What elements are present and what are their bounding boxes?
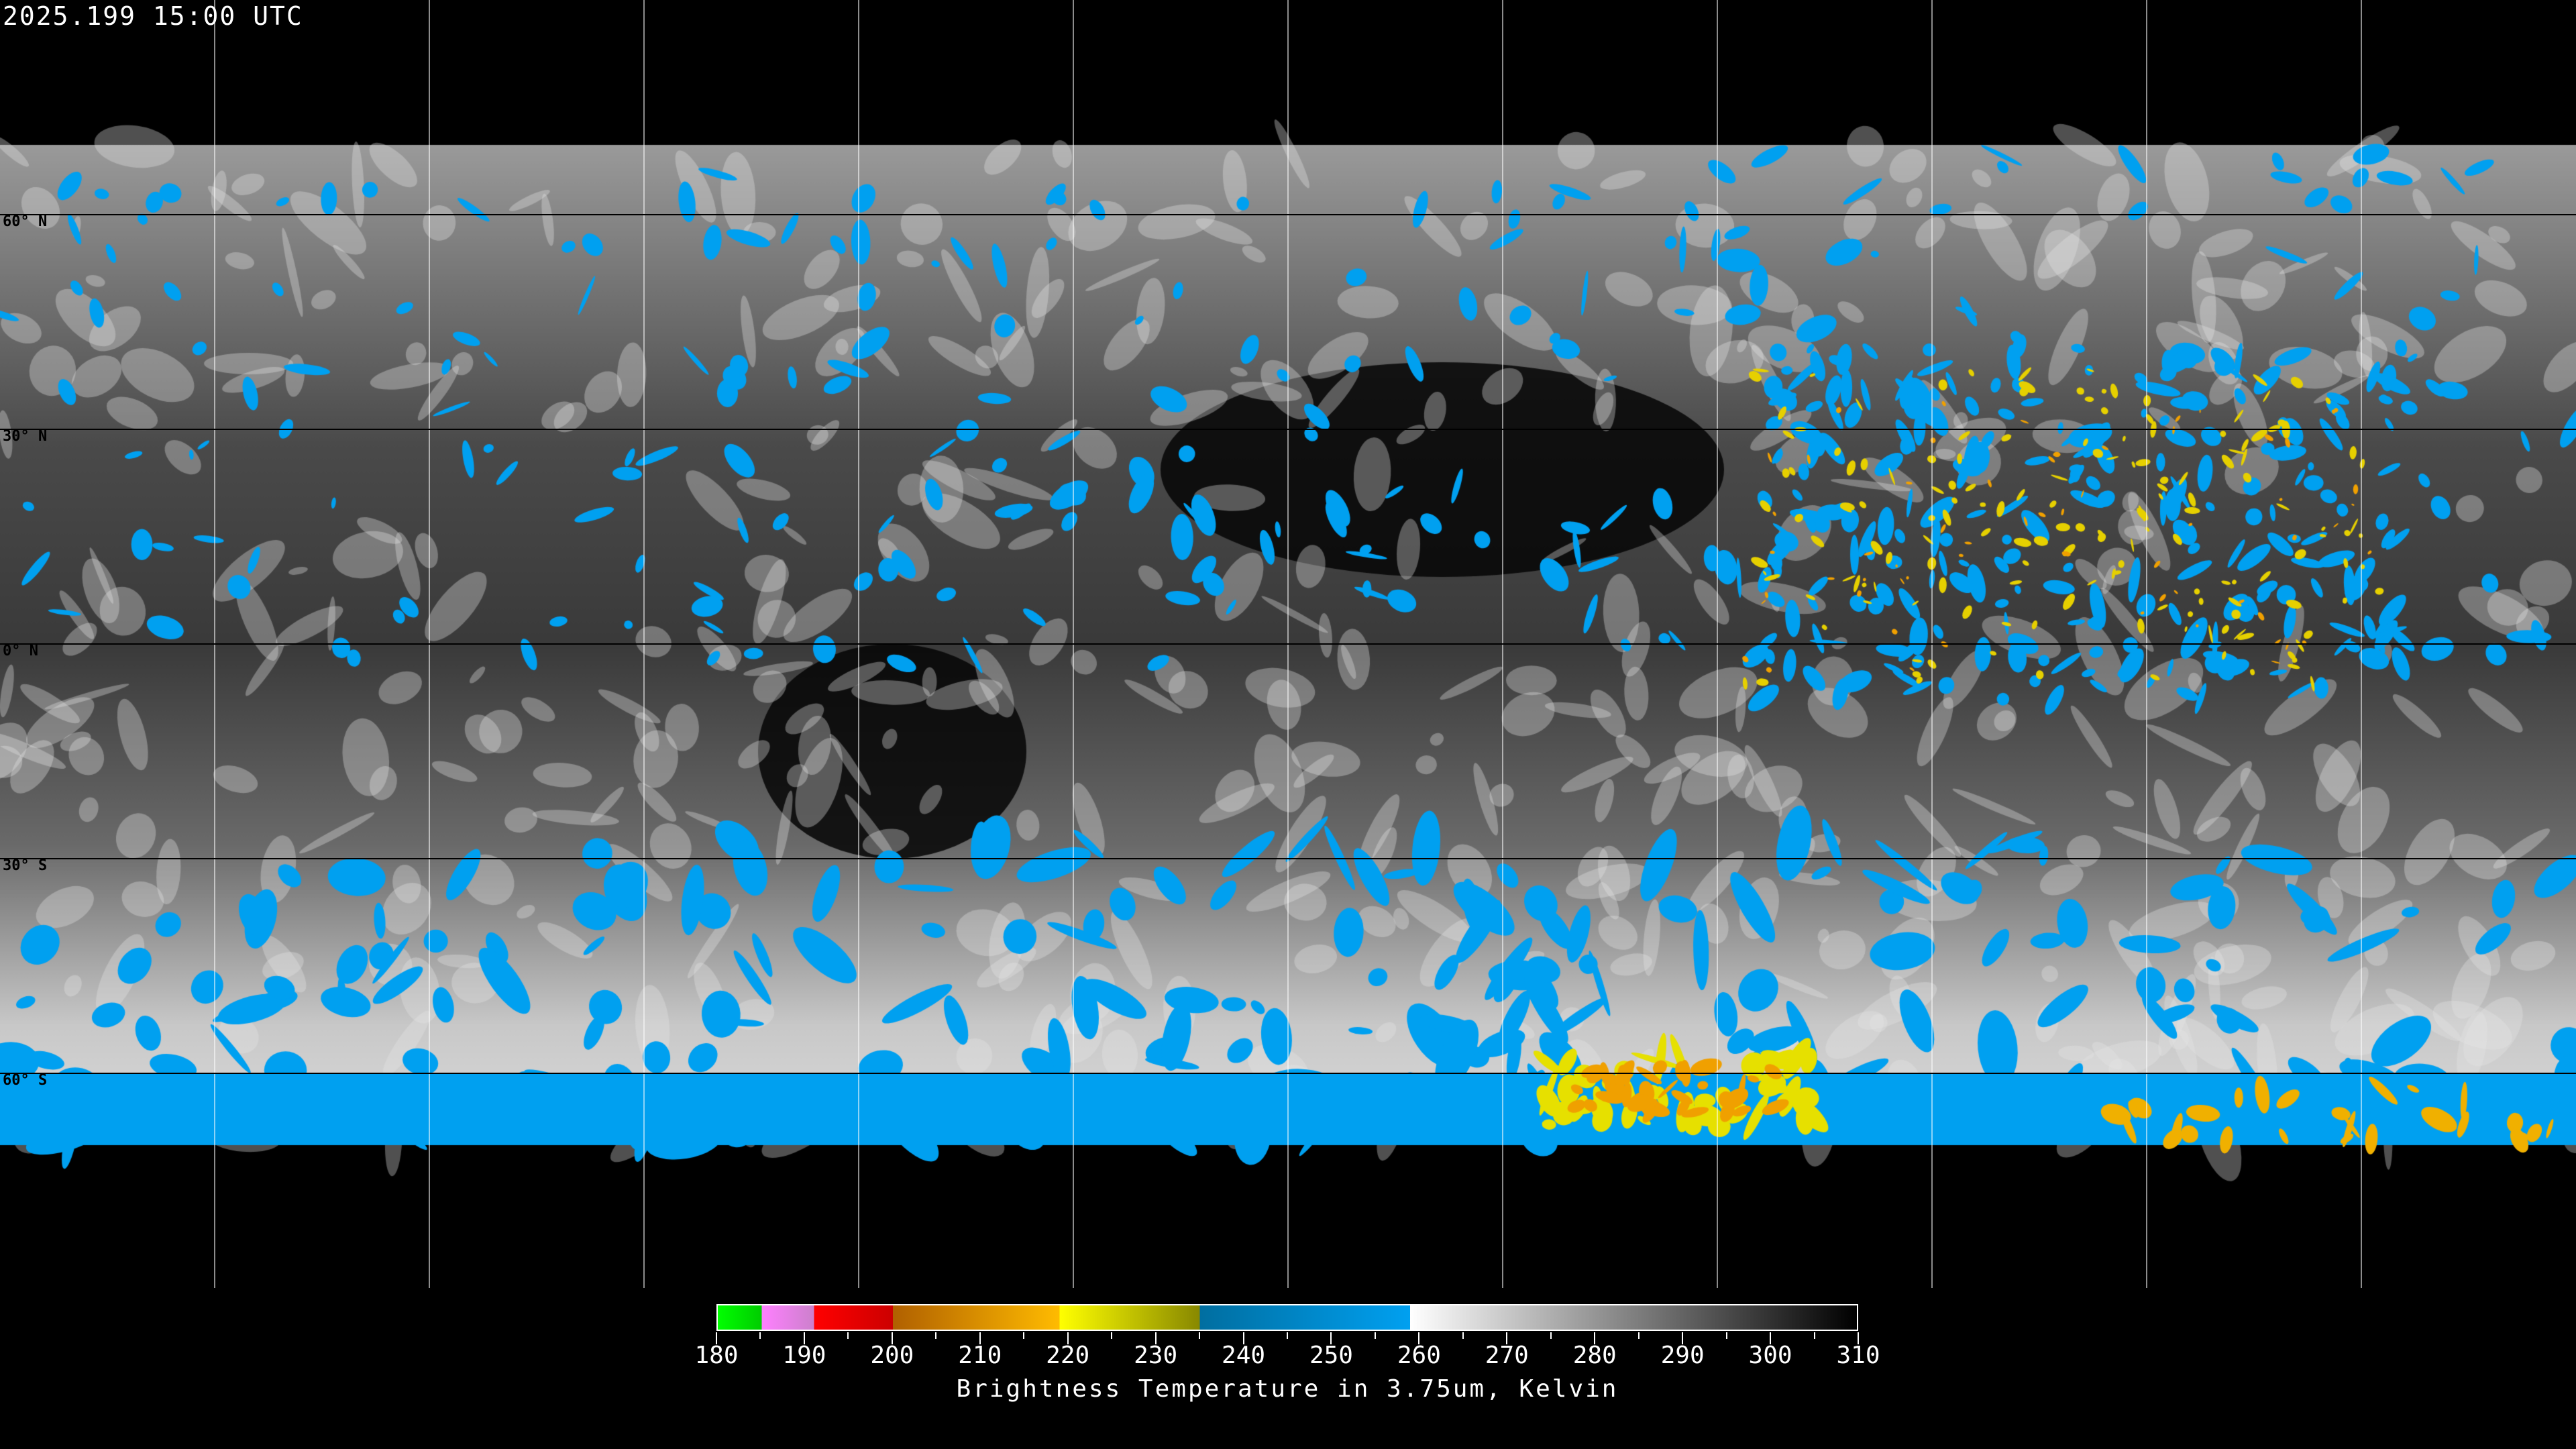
world-map: 60° N 30° N 0° N 30° S 60° S (0, 0, 2576, 1288)
colorbar-tick (1023, 1332, 1025, 1339)
lat-label-30s: 30° S (3, 857, 48, 874)
colorbar-tick-label: 230 (1134, 1342, 1178, 1369)
lat-label-60s: 60° S (3, 1072, 48, 1089)
lat-label-60n: 60° N (3, 213, 48, 230)
colorbar-tick-label: 250 (1309, 1342, 1353, 1369)
colorbar-tick-label: 220 (1046, 1342, 1090, 1369)
colorbar-tick (1242, 1332, 1244, 1344)
colorbar-tick (803, 1332, 805, 1344)
colorbar-tick (1506, 1332, 1508, 1344)
colorbar-tick (1067, 1332, 1069, 1344)
colorbar-tick-label: 280 (1572, 1342, 1617, 1369)
colorbar-tick-label: 300 (1748, 1342, 1792, 1369)
colorbar-tick (1418, 1332, 1420, 1344)
colorbar-tick-label: 240 (1222, 1342, 1266, 1369)
colorbar-tick (1462, 1332, 1464, 1339)
timestamp: 2025.199 15:00 UTC (3, 1, 303, 31)
colorbar-tick-label: 310 (1836, 1342, 1880, 1369)
lat-lon-grid (214, 0, 2362, 1288)
colorbar-tick-label: 180 (694, 1342, 739, 1369)
colorbar-tick (1594, 1332, 1596, 1344)
colorbar-tick (759, 1332, 761, 1339)
colorbar-tick (1199, 1332, 1201, 1339)
colorbar-tick (1813, 1332, 1815, 1339)
colorbar-tick (1725, 1332, 1727, 1339)
colorbar-tick (716, 1332, 717, 1344)
colorbar-title: Brightness Temperature in 3.75um, Kelvin (956, 1375, 1619, 1403)
colorbar-tick (935, 1332, 937, 1339)
colorbar-tick (979, 1332, 981, 1344)
colorbar-tick-label: 260 (1397, 1342, 1441, 1369)
colorbar-tick-label: 190 (782, 1342, 826, 1369)
lat-label-30n: 30° N (3, 428, 48, 445)
colorbar-tick (1374, 1332, 1376, 1339)
colorbar-tick (1155, 1332, 1157, 1344)
colorbar-tick (847, 1332, 849, 1339)
colorbar-tick (1550, 1332, 1552, 1339)
colorbar-tick-label: 290 (1660, 1342, 1705, 1369)
colorbar-tick (1111, 1332, 1113, 1339)
colorbar-tick (1287, 1332, 1288, 1339)
colorbar-tick-label: 200 (870, 1342, 914, 1369)
colorbar-tick (891, 1332, 893, 1344)
lat-label-0n: 0° N (3, 643, 38, 659)
colorbar-tick-label: 270 (1485, 1342, 1529, 1369)
colorbar-tick (1638, 1332, 1640, 1339)
colorbar (716, 1304, 1858, 1331)
colorbar-tick (1330, 1332, 1332, 1344)
colorbar-tick (1770, 1332, 1772, 1344)
colorbar-tick-label: 210 (958, 1342, 1002, 1369)
colorbar-tick (1858, 1332, 1859, 1344)
colorbar-tick (1682, 1332, 1684, 1344)
